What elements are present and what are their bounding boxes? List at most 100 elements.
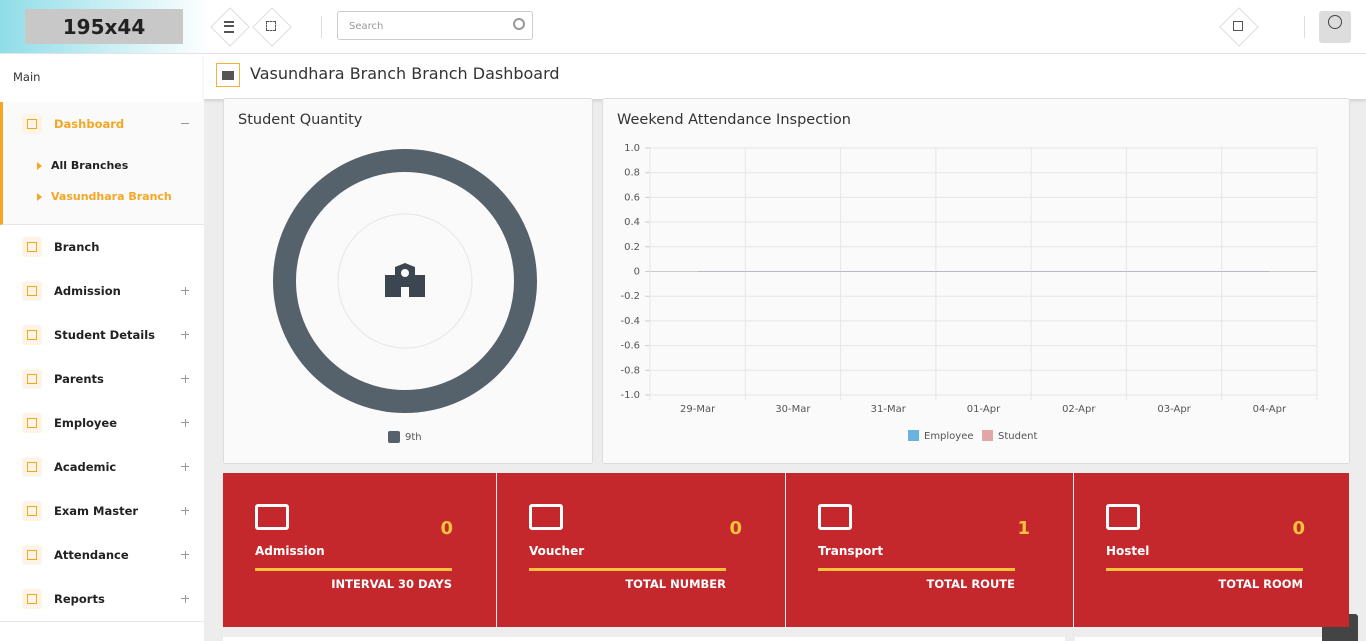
stat-underline	[818, 568, 1015, 571]
attendance-panel	[602, 98, 1350, 464]
donut-inner-ring	[337, 213, 473, 349]
legend-label: 9th	[405, 432, 422, 443]
stat-underline	[255, 568, 452, 571]
stat-value: 0	[1292, 518, 1305, 539]
y-tick-label: 0.8	[624, 168, 640, 179]
divider	[1304, 16, 1305, 38]
menu-icon	[224, 21, 234, 33]
y-tick-label: 0	[634, 267, 640, 278]
breadcrumb-bar	[204, 54, 1366, 99]
x-tick-label: 03-Apr	[1157, 404, 1191, 415]
sidebar-label: Attendance	[54, 548, 129, 562]
legend-swatch	[388, 431, 400, 443]
sidebar-label: Dashboard	[54, 117, 125, 131]
stat-value: 0	[729, 518, 742, 539]
sidebar-icon-glyph	[27, 119, 37, 129]
submenu-item[interactable]: Vasundhara Branch	[51, 190, 172, 203]
sidebar-label: Reports	[54, 592, 105, 606]
pie-slice	[273, 149, 537, 413]
stat-icon	[1106, 504, 1140, 530]
stat-caption: TOTAL ROOM	[1218, 577, 1303, 591]
sidebar-label: Student Details	[54, 328, 156, 342]
x-tick-label: 30-Mar	[775, 404, 811, 415]
y-tick-label: 0.2	[624, 242, 640, 253]
y-tick-label: -0.8	[620, 365, 640, 376]
stat-caption: TOTAL ROUTE	[926, 577, 1015, 591]
sidebar-label: Exam Master	[54, 504, 139, 518]
legend-label: Employee	[924, 431, 974, 442]
sidebar-icon-glyph	[27, 594, 37, 604]
sidebar-icon-glyph	[27, 374, 37, 384]
stat-underline	[529, 568, 726, 571]
x-tick-label: 29-Mar	[680, 404, 716, 415]
search-input[interactable]: Search	[337, 11, 533, 40]
fullscreen-icon	[266, 21, 276, 31]
sidebar-label: Branch	[54, 240, 100, 254]
sidebar-label: Employee	[54, 416, 118, 430]
stat-icon	[529, 504, 563, 530]
user-icon	[1328, 15, 1342, 29]
home-icon	[222, 71, 234, 80]
y-tick-label: 0.6	[624, 192, 640, 203]
sidebar-label: Admission	[54, 284, 121, 298]
legend-swatch	[908, 430, 919, 441]
stat-label: Transport	[818, 544, 884, 558]
x-tick-label: 01-Apr	[967, 404, 1001, 415]
sidebar-icon-glyph	[27, 418, 37, 428]
search-icon	[513, 18, 525, 30]
panel-title: Student Quantity	[238, 112, 363, 128]
sidebar-icon-glyph	[27, 286, 37, 296]
sidebar-icon-glyph	[27, 506, 37, 516]
school-icon	[385, 263, 425, 297]
school-icon-clock	[401, 269, 409, 277]
stat-icon	[255, 504, 289, 530]
y-tick-label: -0.6	[620, 341, 640, 352]
stat-caption: INTERVAL 30 DAYS	[331, 577, 452, 591]
sidebar-icon-glyph	[27, 242, 37, 252]
sidebar-section: Main	[13, 70, 41, 84]
y-tick-label: 0.4	[624, 217, 640, 228]
toggle-icon	[184, 594, 186, 603]
stat-caption: TOTAL NUMBER	[625, 577, 726, 591]
legend-swatch	[982, 430, 993, 441]
stat-label: Hostel	[1106, 544, 1150, 558]
y-tick-label: -0.2	[620, 291, 640, 302]
toggle-icon	[184, 286, 186, 295]
sidebar-icon-glyph	[27, 550, 37, 560]
page-title: Vasundhara Branch Branch Dashboard	[250, 64, 560, 83]
sidebar-label: Parents	[54, 372, 104, 386]
calendar-icon	[1233, 21, 1243, 31]
y-tick-label: 1.0	[624, 143, 640, 154]
stat-label: Voucher	[529, 544, 585, 558]
sidebar-item[interactable]	[0, 102, 204, 225]
sidebar-icon-glyph	[27, 462, 37, 472]
menu-icon	[224, 25, 234, 27]
toggle-icon	[184, 506, 186, 515]
sidebar-label: Academic	[54, 460, 117, 474]
x-tick-label: 04-Apr	[1253, 404, 1287, 415]
stat-value: 0	[440, 518, 453, 539]
toggle-icon	[184, 550, 186, 559]
stat-card	[1074, 473, 1349, 627]
stat-value: 1	[1017, 518, 1030, 539]
toggle-icon	[184, 418, 186, 427]
toggle-icon	[184, 462, 186, 471]
toggle-icon	[181, 123, 189, 124]
toggle-icon	[184, 330, 186, 339]
stat-underline	[1106, 568, 1303, 571]
logo: 195x44	[25, 9, 183, 44]
submenu-arrow	[37, 162, 42, 170]
x-tick-label: 31-Mar	[871, 404, 907, 415]
sidebar-icon-glyph	[27, 330, 37, 340]
stat-icon	[818, 504, 852, 530]
y-tick-label: -0.4	[620, 316, 640, 327]
stat-card	[223, 473, 496, 627]
submenu-arrow	[37, 193, 42, 201]
stat-card	[786, 473, 1073, 627]
stat-card	[497, 473, 785, 627]
panel-title: Weekend Attendance Inspection	[617, 112, 851, 128]
x-tick-label: 02-Apr	[1062, 404, 1096, 415]
submenu-item[interactable]: All Branches	[51, 159, 129, 172]
